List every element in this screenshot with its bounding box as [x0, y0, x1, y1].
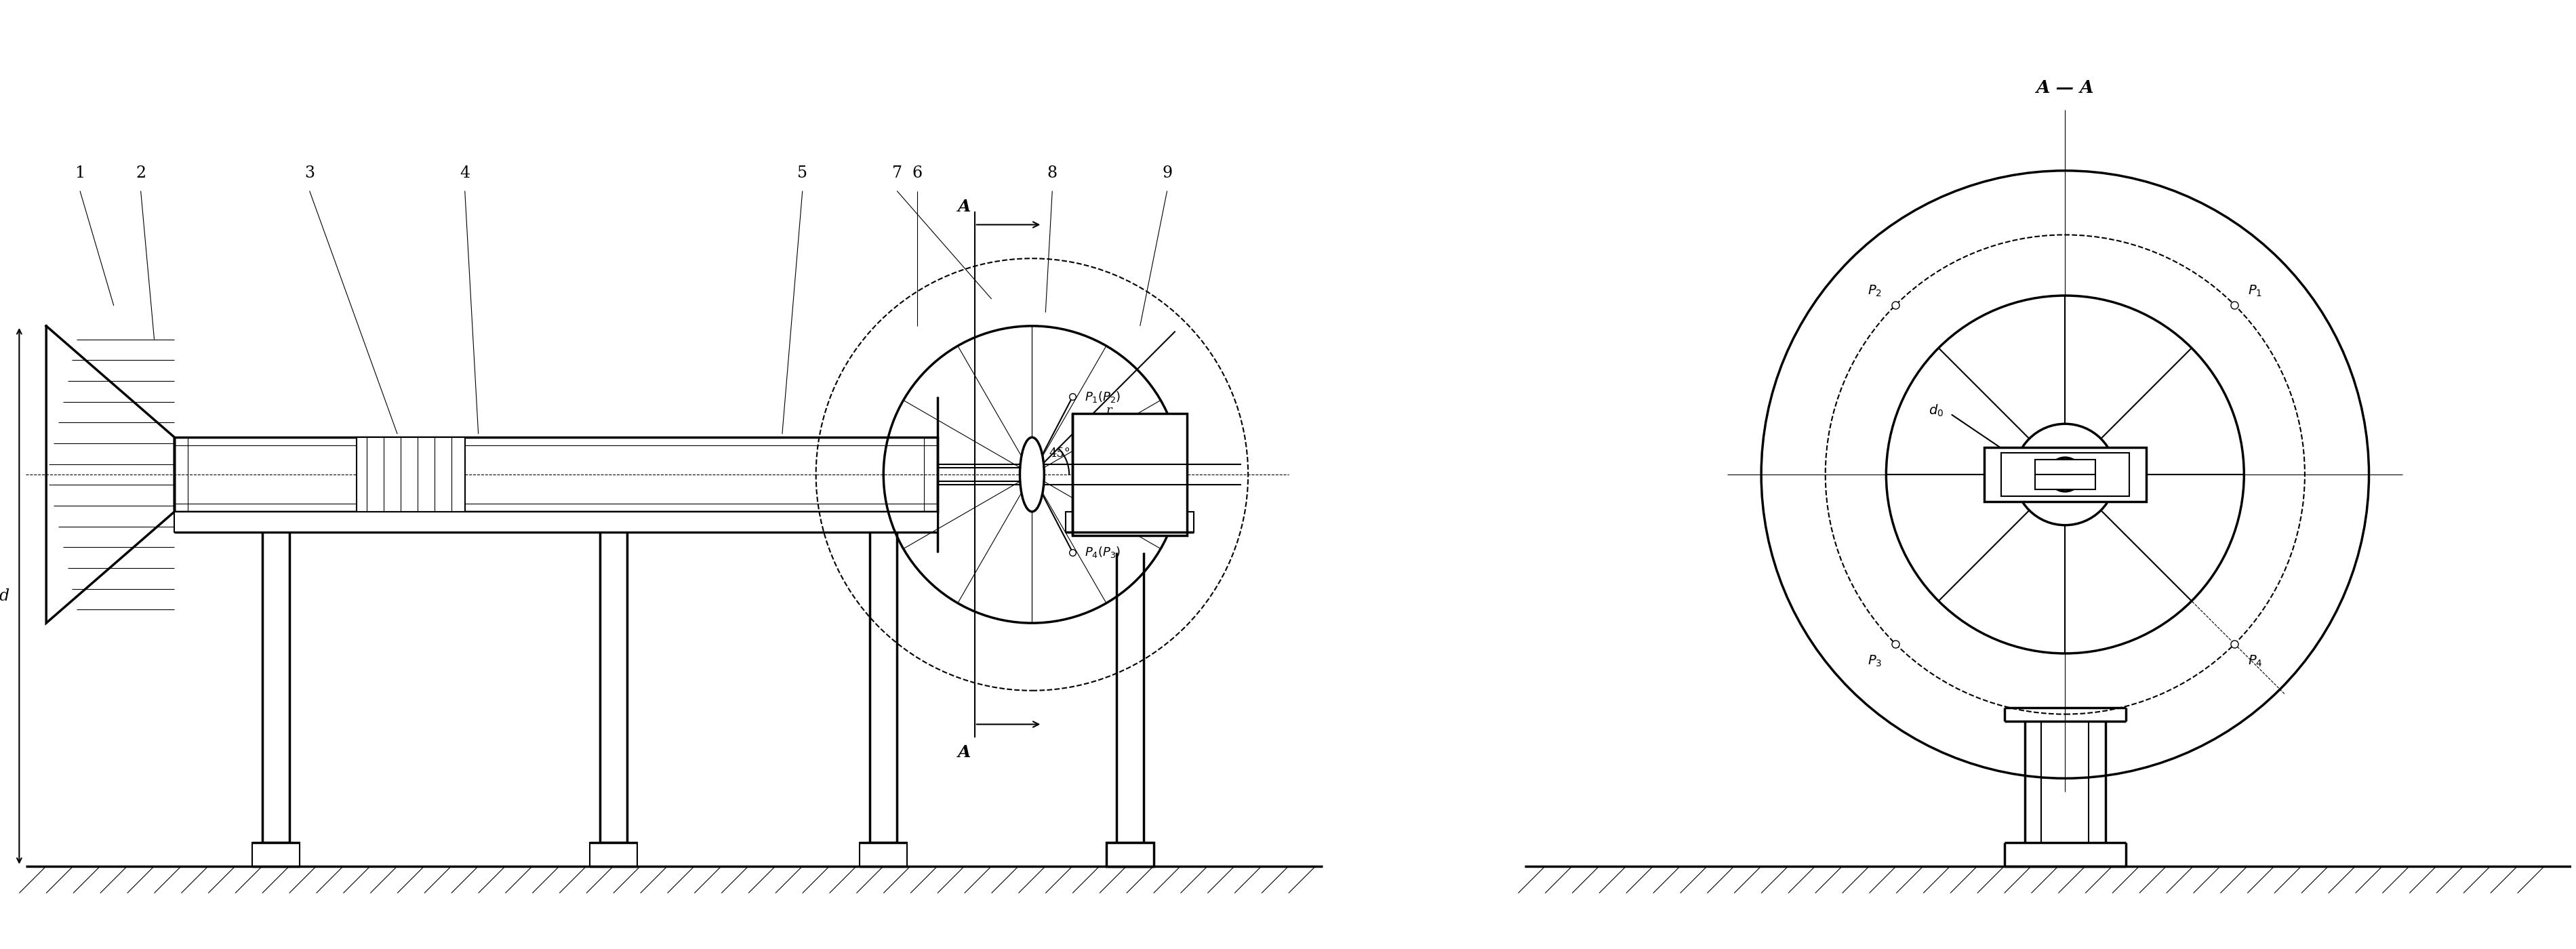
Text: A: A — [958, 745, 971, 761]
Polygon shape — [46, 326, 175, 623]
Text: $P_1(P_2)$: $P_1(P_2)$ — [1084, 390, 1121, 404]
Text: $P_2$: $P_2$ — [1868, 284, 1883, 298]
Bar — [175, 512, 938, 531]
Text: $P_3$: $P_3$ — [1868, 654, 1883, 668]
Text: $P_4(P_3)$: $P_4(P_3)$ — [1084, 545, 1121, 559]
Text: $d_0$: $d_0$ — [1929, 402, 1942, 418]
Text: 9: 9 — [1162, 165, 1172, 181]
Text: 4: 4 — [459, 165, 469, 181]
Text: 2: 2 — [137, 165, 147, 181]
Text: 8: 8 — [1048, 165, 1056, 181]
Text: d: d — [0, 588, 10, 604]
Text: A: A — [958, 198, 971, 214]
Bar — [2035, 459, 2094, 490]
Bar — [1066, 512, 1195, 531]
Text: 5: 5 — [799, 165, 806, 181]
Text: 1: 1 — [75, 165, 85, 181]
Ellipse shape — [1020, 437, 1043, 512]
Bar — [871, 531, 896, 843]
Circle shape — [2048, 457, 2081, 492]
Text: $P_1$: $P_1$ — [2249, 284, 2262, 298]
Bar — [175, 437, 938, 512]
Text: 3: 3 — [304, 165, 314, 181]
Circle shape — [2014, 424, 2115, 525]
Bar — [252, 843, 299, 866]
Text: 45°: 45° — [1048, 447, 1072, 459]
Bar — [358, 437, 464, 512]
Bar — [860, 843, 907, 866]
Bar — [590, 843, 636, 866]
Bar — [1105, 843, 1154, 866]
Bar — [600, 531, 626, 843]
Bar — [263, 531, 289, 843]
Bar — [2002, 453, 2130, 496]
Text: 7: 7 — [891, 165, 902, 181]
Text: $P_4$: $P_4$ — [2249, 654, 2262, 668]
Text: 6: 6 — [912, 165, 922, 181]
Bar — [1072, 414, 1188, 535]
Text: A — A: A — A — [2035, 80, 2094, 97]
Text: r: r — [1105, 405, 1113, 418]
Bar — [1984, 448, 2146, 501]
Text: 45°: 45° — [2120, 492, 2141, 504]
